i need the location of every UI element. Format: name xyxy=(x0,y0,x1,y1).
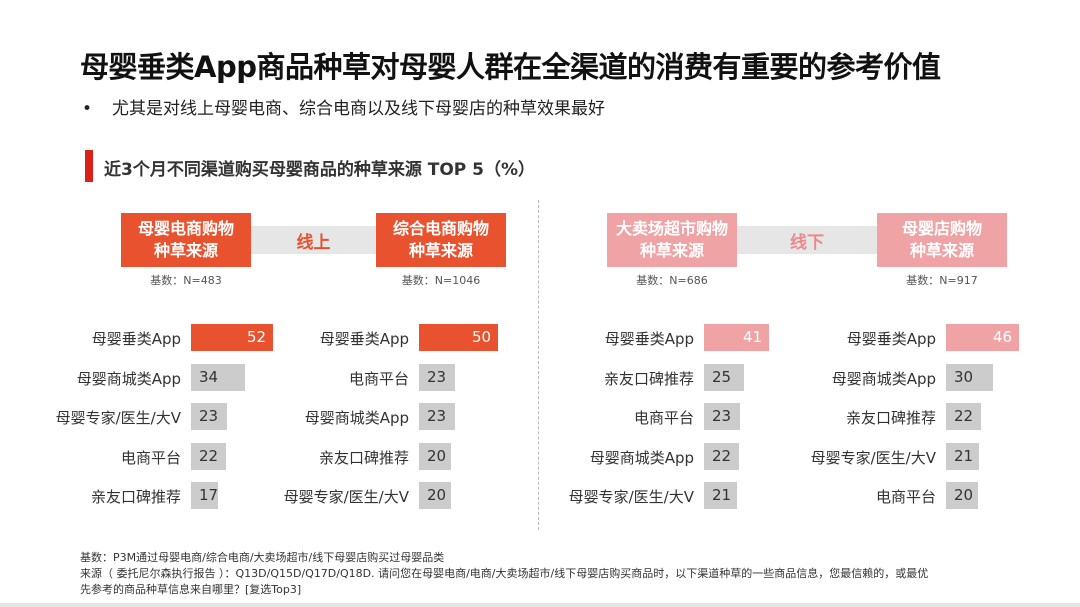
category-label: 母婴专家/医生/大V xyxy=(55,409,181,427)
bar xyxy=(704,443,739,470)
base-count-3: 基数：N=686 xyxy=(636,274,708,287)
channel-title-4: 母婴店购物 种草来源 xyxy=(877,213,1007,267)
bar-value-label: 22 xyxy=(199,447,219,465)
category-label: 母婴商城类App xyxy=(76,370,181,388)
subtitle-bullet: • 尤其是对线上母婴电商、综合电商以及线下母婴店的种草效果最好 xyxy=(82,94,605,119)
bar xyxy=(946,324,1019,351)
bar-value-label: 20 xyxy=(427,447,447,465)
bar xyxy=(704,364,744,391)
bar xyxy=(419,364,455,391)
category-label: 母婴商城类App xyxy=(304,409,409,427)
category-label: 母婴垂类App xyxy=(319,330,409,348)
bar xyxy=(946,403,981,430)
section-title: 近3个月不同渠道购买母婴商品的种草来源 TOP 5（%） xyxy=(104,160,536,180)
category-label: 母婴专家/医生/大V xyxy=(283,488,409,506)
bar xyxy=(419,482,451,509)
bar xyxy=(191,403,227,430)
channel-title-2: 综合电商购物 种草来源 xyxy=(376,213,506,267)
base-count-1: 基数：N=483 xyxy=(150,274,222,287)
category-label: 母婴垂类App xyxy=(846,330,936,348)
bar xyxy=(191,482,218,509)
bar-value-label: 20 xyxy=(427,486,447,504)
bar xyxy=(946,364,993,391)
category-label: 电商平台 xyxy=(348,370,409,388)
bar-value-label: 23 xyxy=(427,407,447,425)
bar-value-label: 21 xyxy=(712,486,732,504)
bar xyxy=(704,324,769,351)
category-label: 电商平台 xyxy=(120,449,181,467)
category-label: 电商平台 xyxy=(633,409,694,427)
category-label: 母婴垂类App xyxy=(91,330,181,348)
bottom-rule xyxy=(0,603,1080,607)
category-label: 亲友口碑推荐 xyxy=(318,449,409,467)
section-accent-bar xyxy=(85,150,93,182)
bar-value-label: 34 xyxy=(199,368,219,386)
bar-value-label: 23 xyxy=(427,368,447,386)
bar-value-label: 22 xyxy=(954,407,974,425)
bar xyxy=(419,403,455,430)
base-count-2: 基数：N=1046 xyxy=(401,274,481,287)
category-label: 母婴专家/医生/大V xyxy=(568,488,694,506)
bar xyxy=(191,364,245,391)
footnote-question: 先参考的商品种草信息来自哪里？[复选Top3] xyxy=(80,583,302,596)
bullet-text: 尤其是对线上母婴电商、综合电商以及线下母婴店的种草效果最好 xyxy=(112,99,605,119)
bar xyxy=(946,443,979,470)
bar-value-label: 17 xyxy=(199,486,219,504)
bar xyxy=(704,482,737,509)
bar xyxy=(946,482,978,509)
connector-online: 线上 xyxy=(251,226,376,254)
connector-offline: 线下 xyxy=(737,226,877,254)
bar-value-label: 52 xyxy=(247,328,267,346)
channel-title-1: 母婴电商购物 种草来源 xyxy=(121,213,251,267)
bar-value-label: 23 xyxy=(712,407,732,425)
category-label: 亲友口碑推荐 xyxy=(845,409,936,427)
bar-value-label: 46 xyxy=(993,328,1013,346)
online-offline-divider xyxy=(538,200,539,530)
bar-value-label: 22 xyxy=(712,447,732,465)
bar xyxy=(704,403,740,430)
bar-value-label: 25 xyxy=(712,368,732,386)
bar-value-label: 30 xyxy=(954,368,974,386)
bar-value-label: 20 xyxy=(954,486,974,504)
category-label: 电商平台 xyxy=(875,488,936,506)
bar-value-label: 41 xyxy=(743,328,763,346)
bar xyxy=(419,324,498,351)
bar xyxy=(419,443,451,470)
category-label: 母婴专家/医生/大V xyxy=(810,449,936,467)
bar-value-label: 21 xyxy=(954,447,974,465)
base-count-4: 基数：N=917 xyxy=(906,274,978,287)
category-label: 母婴商城类App xyxy=(589,449,694,467)
bar xyxy=(191,324,273,351)
category-label: 亲友口碑推荐 xyxy=(603,370,694,388)
category-label: 亲友口碑推荐 xyxy=(90,488,181,506)
footnote-source: 来源（ 委托尼尔森执行报告 ）：Q13D/Q15D/Q17D/Q18D. 请问您… xyxy=(80,567,929,580)
category-label: 母婴垂类App xyxy=(604,330,694,348)
bar xyxy=(191,443,226,470)
channel-title-3: 大卖场超市购物 种草来源 xyxy=(607,213,737,267)
footnote-base: 基数：P3M通过母婴电商/综合电商/大卖场超市/线下母婴店购买过母婴品类 xyxy=(80,551,445,564)
page-title: 母婴垂类App商品种草对母婴人群在全渠道的消费有重要的参考价值 xyxy=(80,50,941,84)
bar-value-label: 50 xyxy=(472,328,492,346)
bar-value-label: 23 xyxy=(199,407,219,425)
category-label: 母婴商城类App xyxy=(831,370,936,388)
bullet-marker: • xyxy=(82,99,93,119)
